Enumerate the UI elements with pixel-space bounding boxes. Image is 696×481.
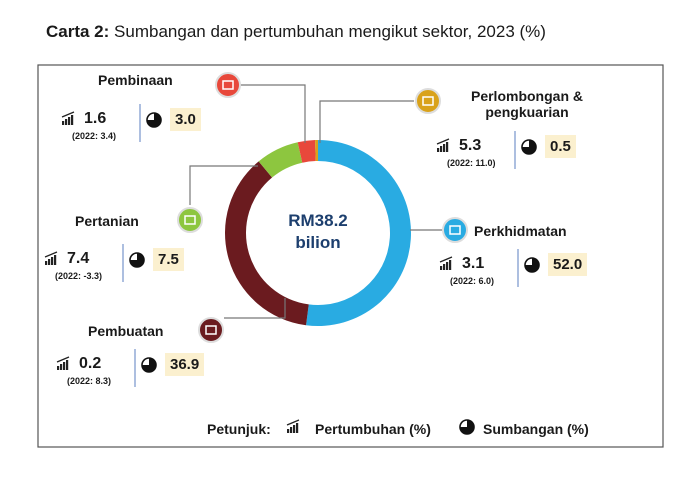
leader-line [240, 84, 306, 143]
growth-icon-bar [66, 360, 69, 370]
share-icon [129, 252, 145, 268]
share-value: 3.0 [170, 108, 201, 132]
sector-name: Pembinaan [98, 72, 173, 88]
growth-2022: (2022: -3.3) [55, 271, 103, 281]
growth-icon-bar [45, 261, 48, 265]
growth-value: 1.6 [84, 110, 107, 127]
share-icon [521, 139, 537, 155]
growth-icon-bar [440, 266, 443, 270]
legend-growth: Pertumbuhan (%) [315, 421, 431, 437]
share-icon [146, 112, 162, 128]
center-label: RM38.2 [288, 211, 348, 230]
growth-2022: (2022: 6.0) [450, 276, 495, 286]
growth-icon-arrow [61, 111, 75, 118]
growth-icon [56, 356, 70, 370]
growth-icon-bar [48, 259, 51, 265]
growth-icon-bar [57, 366, 60, 370]
growth-value: 7.4 [67, 250, 90, 267]
share-icon-wedge [130, 253, 144, 267]
growth-icon-bar [293, 425, 296, 433]
growth-icon-arrow [56, 356, 70, 363]
sector-icon [177, 207, 203, 233]
legend-share: Sumbangan (%) [483, 421, 589, 437]
growth-icon [286, 419, 300, 433]
donut-slice [258, 142, 303, 178]
growth-icon [439, 256, 453, 270]
growth-icon-bar [290, 427, 293, 433]
share-icon [459, 419, 475, 435]
growth-icon [436, 138, 450, 152]
growth-icon-bar [71, 115, 74, 125]
share-value: 52.0 [548, 253, 588, 277]
share-icon [141, 357, 157, 373]
growth-icon-arrow [436, 138, 450, 145]
donut-slice [306, 140, 412, 326]
sector-icon [215, 72, 241, 98]
sector-icon [198, 317, 224, 343]
sector-name: Pertanian [75, 213, 139, 229]
growth-icon-bar [287, 429, 290, 433]
growth-icon-bar [446, 142, 449, 152]
growth-icon-bar [60, 364, 63, 370]
legend-title: Petunjuk: [207, 421, 271, 437]
donut-slice [315, 140, 318, 162]
growth-icon-arrow [44, 251, 58, 258]
growth-icon-bar [440, 146, 443, 152]
growth-icon-bar [443, 144, 446, 152]
leader-line [189, 165, 258, 205]
share-icon-wedge [525, 258, 539, 272]
title-prefix: Carta 2: [46, 22, 110, 41]
share-icon-wedge [147, 113, 161, 127]
growth-icon [44, 251, 58, 265]
center-label: bilion [295, 233, 341, 252]
leader-line [319, 100, 414, 143]
chart-title: Sumbangan dan pertumbuhan mengikut sekto… [114, 22, 546, 41]
sector-icon-glyph [222, 80, 234, 90]
growth-icon-bar [63, 362, 66, 370]
share-value: 7.5 [153, 248, 184, 272]
share-icon-wedge [522, 140, 536, 154]
growth-icon-bar [65, 119, 68, 125]
sector-name: Perkhidmatan [474, 223, 567, 239]
growth-value: 3.1 [462, 255, 485, 272]
growth-2022: (2022: 8.3) [67, 376, 112, 386]
growth-icon-bar [446, 262, 449, 270]
share-value: 0.5 [545, 135, 576, 159]
donut-slice [297, 140, 316, 163]
growth-icon-arrow [286, 419, 300, 426]
growth-icon-bar [68, 117, 71, 125]
growth-icon-bar [443, 264, 446, 270]
sector-icon-glyph [205, 325, 217, 335]
share-icon-wedge [142, 358, 156, 372]
growth-icon-bar [54, 255, 57, 265]
share-icon [524, 257, 540, 273]
growth-icon-bar [437, 148, 440, 152]
donut-slice [225, 161, 309, 326]
growth-icon-arrow [439, 256, 453, 263]
sector-icon [415, 88, 441, 114]
growth-icon-bar [51, 257, 54, 265]
leader-line [224, 298, 286, 319]
growth-icon-bar [62, 121, 65, 125]
growth-icon [61, 111, 75, 125]
sector-icon-glyph [422, 96, 434, 106]
sector-name: Pembuatan [88, 323, 164, 339]
sector-name: Perlombongan & pengkuarian [470, 88, 583, 121]
title-row: Carta 2: Sumbangan dan pertumbuhan mengi… [46, 22, 546, 42]
growth-value: 0.2 [79, 355, 102, 372]
growth-2022: (2022: 11.0) [447, 158, 496, 168]
growth-2022: (2022: 3.4) [72, 131, 117, 141]
growth-icon-bar [449, 260, 452, 270]
sector-icon-glyph [184, 215, 196, 225]
growth-icon-bar [296, 423, 299, 433]
share-value: 36.9 [165, 353, 205, 377]
growth-value: 5.3 [459, 137, 482, 154]
sector-icon [442, 217, 468, 243]
sector-icon-glyph [449, 225, 461, 235]
frame [37, 64, 664, 448]
share-icon-wedge [460, 420, 474, 434]
